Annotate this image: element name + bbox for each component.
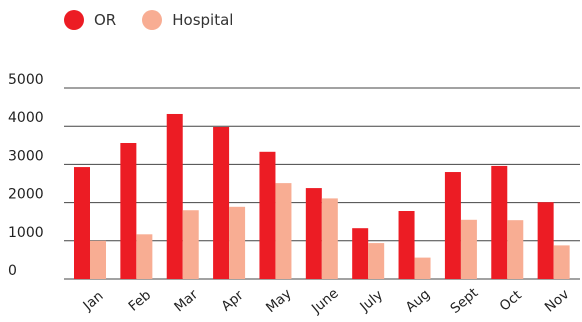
x-tick-label: July [356, 287, 386, 316]
bar-hospital [136, 234, 153, 279]
x-tick-label: Nov [542, 286, 572, 315]
bar-hospital [553, 245, 570, 279]
y-tick-label: 1000 [8, 225, 44, 241]
y-tick-label: 2000 [8, 187, 44, 203]
bar-hospital [229, 206, 246, 279]
legend-swatch-or [64, 10, 84, 30]
bar-or [120, 143, 137, 279]
legend-label-or: OR [94, 11, 117, 29]
legend-swatch-hospital [142, 10, 163, 30]
bar-or [537, 202, 554, 279]
bar-hospital [507, 220, 524, 279]
bar-hospital [275, 183, 292, 279]
x-tick-label: Feb [125, 287, 154, 315]
bar-or [166, 113, 183, 279]
x-tick-label: Mar [171, 286, 201, 315]
bar-or [259, 151, 276, 279]
bar-or [398, 211, 415, 279]
bar-hospital [182, 210, 199, 279]
y-tick-label: 5000 [8, 72, 44, 88]
x-tick-label: June [308, 285, 342, 317]
bar-hospital [368, 243, 385, 279]
y-tick-label: 3000 [8, 148, 44, 164]
x-tick-label: Oct [497, 287, 525, 314]
bar-or [213, 126, 230, 280]
y-tick-label: 0 [8, 263, 17, 279]
bar-hospital [321, 198, 338, 279]
x-tick-label: Aug [403, 286, 433, 315]
x-tick-label: Sept [447, 285, 481, 317]
legend-label-hospital: Hospital [172, 11, 234, 29]
bar-hospital [90, 240, 106, 279]
y-tick-label: 4000 [8, 110, 44, 126]
bar-or [74, 167, 90, 279]
legend-item-or: OR [64, 10, 116, 30]
bar-or [491, 165, 508, 279]
x-tick-label: May [263, 286, 295, 316]
bar-or [444, 172, 461, 279]
x-tick-label: Jan [80, 288, 107, 314]
legend-item-hospital: Hospital [142, 10, 233, 30]
bar-hospital [414, 257, 431, 279]
bar-hospital [460, 219, 477, 279]
bar-or [305, 188, 322, 279]
chart-legend: OR Hospital [64, 8, 259, 32]
x-tick-label: Apr [218, 287, 247, 315]
bar-or [352, 228, 369, 279]
